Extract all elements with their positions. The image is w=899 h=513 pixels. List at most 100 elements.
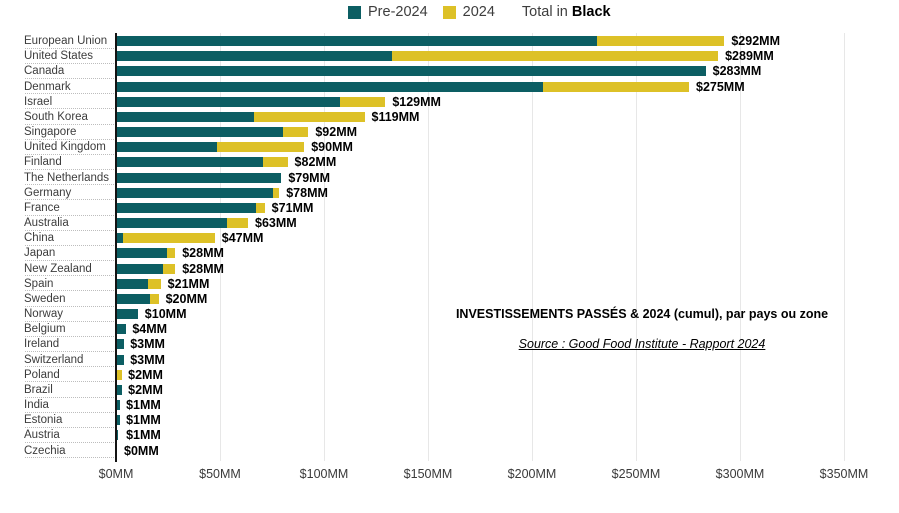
gridline-$150MM — [428, 33, 429, 461]
bar-segment-pre2024 — [117, 96, 340, 107]
bar-segment-pre2024 — [117, 430, 119, 441]
chart-source-link[interactable]: Source : Good Food Institute - Rapport 2… — [518, 337, 766, 351]
row-separator — [25, 351, 114, 353]
category-label-ireland: Ireland — [24, 338, 60, 351]
total-value-label: $47MM — [221, 231, 264, 246]
bar-segment-pre2024 — [117, 218, 228, 229]
total-value-label: $71MM — [271, 200, 314, 215]
bar-segment-pre2024 — [117, 81, 544, 92]
row-separator — [25, 260, 114, 262]
category-label-new-zealand: New Zealand — [24, 262, 92, 275]
total-value-label: $292MM — [731, 34, 780, 48]
category-label-estonia: Estonia — [24, 414, 63, 427]
category-label-denmark: Denmark — [24, 80, 71, 93]
bar-segment-pre2024 — [117, 263, 163, 274]
total-value-label: $0MM — [124, 443, 159, 458]
legend-swatch-pre2024-icon — [348, 5, 361, 19]
total-value-label: $21MM — [167, 276, 210, 291]
bar-segment-2024 — [227, 218, 249, 229]
bar-segment-pre2024 — [117, 248, 167, 259]
gridline-$50MM — [220, 33, 221, 461]
x-axis-tick-label: $0MM — [98, 467, 134, 481]
bar-segment-pre2024 — [117, 187, 273, 198]
gridline-$300MM — [740, 33, 741, 461]
x-axis-tick-label: $300MM — [715, 467, 765, 481]
row-separator — [25, 366, 114, 368]
row-separator — [25, 457, 114, 459]
category-label-belgium: Belgium — [24, 323, 66, 336]
x-axis-tick-label: $350MM — [819, 467, 869, 481]
row-separator — [25, 305, 114, 307]
bar-segment-2024 — [256, 202, 265, 213]
x-axis-tick-label: $50MM — [199, 467, 241, 481]
bar-segment-2024 — [339, 96, 386, 107]
total-value-label: $289MM — [725, 49, 774, 64]
bar-segment-pre2024 — [117, 142, 217, 153]
total-value-label: $78MM — [286, 185, 328, 200]
bar-segment-pre2024 — [117, 51, 392, 62]
bar-segment-pre2024 — [117, 233, 124, 244]
gridline-$200MM — [532, 33, 533, 461]
bar-segment-2024 — [597, 36, 725, 46]
total-value-label: $20MM — [165, 291, 208, 306]
bar-segment-pre2024 — [117, 66, 706, 77]
bar-segment-pre2024 — [117, 172, 282, 183]
bar-segment-2024 — [162, 263, 176, 274]
row-separator — [25, 62, 114, 64]
bar-segment-2024 — [283, 127, 309, 138]
bar-segment-2024 — [117, 369, 122, 380]
row-separator — [25, 381, 114, 383]
total-value-label: $3MM — [130, 352, 165, 367]
row-separator — [25, 229, 114, 231]
total-value-label: $4MM — [132, 322, 168, 337]
bar-segment-pre2024 — [117, 127, 284, 138]
total-value-label: $1MM — [126, 428, 161, 443]
row-separator — [25, 169, 114, 171]
bar-segment-2024 — [254, 111, 365, 122]
total-value-label: $90MM — [311, 140, 353, 155]
category-label-canada: Canada — [24, 65, 65, 78]
row-separator — [25, 411, 114, 413]
bar-segment-2024 — [123, 233, 215, 244]
bar-segment-2024 — [391, 51, 719, 62]
category-label-czechia: Czechia — [24, 444, 66, 457]
bar-segment-2024 — [543, 81, 689, 92]
bar-segment-2024 — [150, 293, 159, 304]
bar-segment-pre2024 — [117, 36, 598, 46]
bar-segment-pre2024 — [117, 111, 255, 122]
x-axis-tick-label: $150MM — [403, 467, 453, 481]
row-separator — [25, 214, 114, 216]
total-value-label: $3MM — [130, 337, 165, 352]
row-separator — [25, 244, 114, 246]
gridline-$250MM — [636, 33, 637, 461]
total-value-label: $1MM — [126, 398, 161, 413]
category-label-austria: Austria — [24, 429, 60, 442]
gridline-$350MM — [844, 33, 845, 461]
category-label-sweden: Sweden — [24, 292, 66, 305]
total-value-label: $119MM — [371, 109, 420, 124]
total-value-label: $63MM — [255, 216, 297, 231]
total-value-label: $129MM — [392, 94, 441, 109]
bar-segment-2024 — [216, 142, 305, 153]
y-axis-line — [115, 33, 117, 462]
legend: Pre-2024 2024 Total in Black — [348, 4, 611, 20]
bar-segment-pre2024 — [117, 384, 122, 395]
category-label-switzerland: Switzerland — [24, 353, 84, 366]
category-label-norway: Norway — [24, 308, 63, 321]
total-value-label: $283MM — [712, 64, 762, 79]
category-label-united-states: United States — [24, 50, 94, 63]
category-label-france: France — [24, 201, 60, 214]
bar-segment-pre2024 — [117, 157, 263, 168]
legend-swatch-2024-icon — [442, 5, 456, 19]
row-separator — [25, 275, 114, 277]
x-axis-tick-label: $250MM — [611, 467, 661, 481]
category-label-israel: Israel — [24, 95, 53, 108]
legend-total-bold: Black — [571, 4, 611, 20]
category-label-china: China — [24, 232, 55, 245]
bar-segment-pre2024 — [117, 324, 126, 335]
bar-segment-pre2024 — [117, 400, 120, 411]
category-label-australia: Australia — [24, 217, 69, 230]
row-separator — [25, 320, 114, 322]
gridline-$100MM — [324, 33, 325, 461]
